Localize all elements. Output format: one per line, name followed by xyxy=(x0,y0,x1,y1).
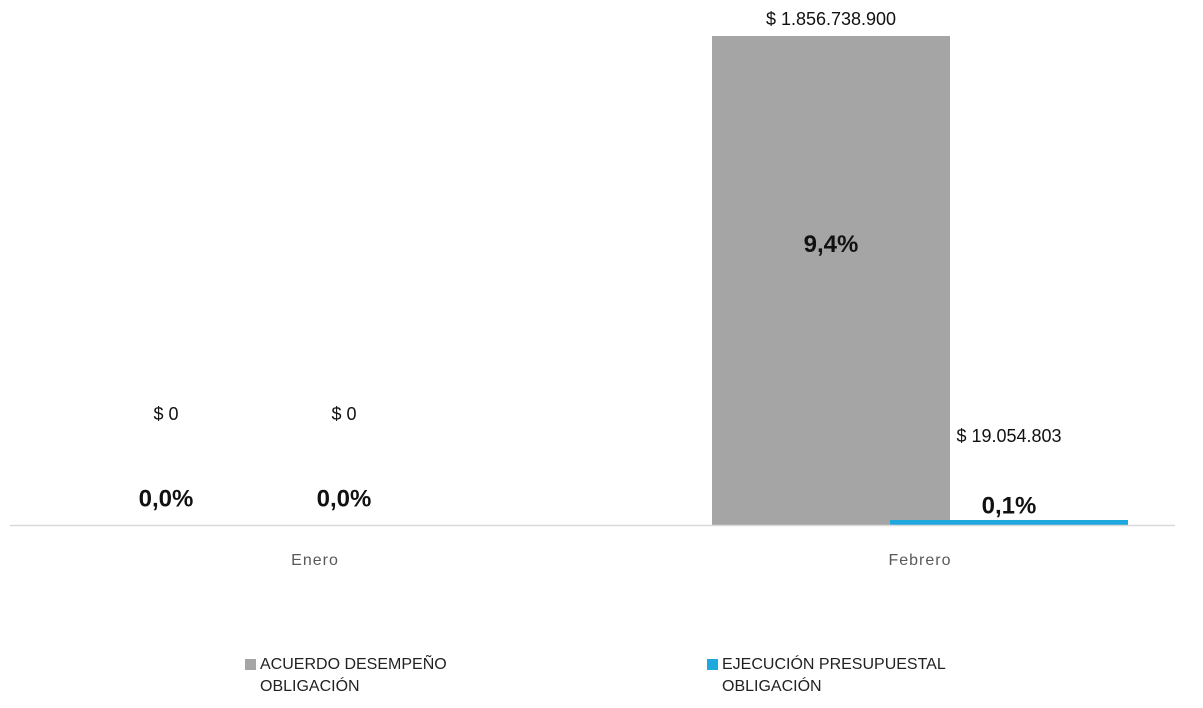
bar xyxy=(890,519,1128,525)
legend-label: ACUERDO DESEMPEÑO OBLIGACIÓN xyxy=(260,656,447,695)
value-label: $ 0 xyxy=(331,404,356,424)
percent-label: 0,1% xyxy=(982,492,1037,519)
percent-label: 0,0% xyxy=(317,485,372,512)
percent-label: 9,4% xyxy=(804,231,859,258)
legend-item: ACUERDO DESEMPEÑO OBLIGACIÓN xyxy=(245,654,500,698)
value-label: $ 19.054.803 xyxy=(956,426,1061,446)
legend-swatch xyxy=(707,659,718,670)
x-tick-label: Febrero xyxy=(888,552,951,569)
legend-swatch xyxy=(245,659,256,670)
value-label: $ 1.856.738.900 xyxy=(766,9,896,29)
value-label: $ 0 xyxy=(153,404,178,424)
legend-item: EJECUCIÓN PRESUPUESTAL OBLIGACIÓN xyxy=(707,654,992,698)
x-tick-label: Enero xyxy=(291,552,339,569)
legend-label: EJECUCIÓN PRESUPUESTAL OBLIGACIÓN xyxy=(722,656,946,695)
percent-label: 0,0% xyxy=(139,485,194,512)
bar xyxy=(712,36,950,525)
